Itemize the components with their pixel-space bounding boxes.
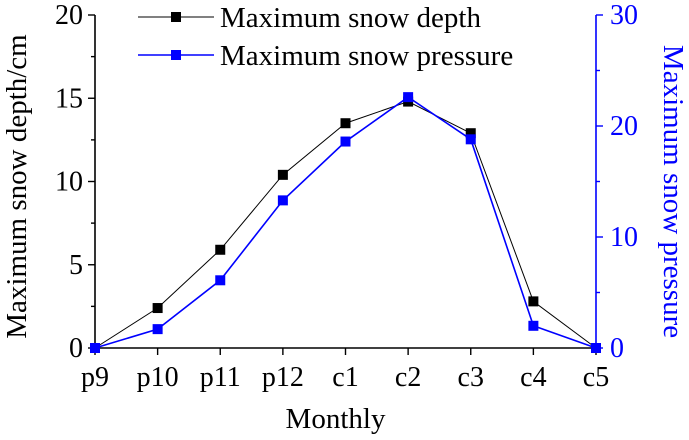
y-tick-label-left-5: 5 — [69, 250, 83, 281]
y-tick-label-left-15: 15 — [55, 83, 83, 114]
x-tick-label-c5: c5 — [583, 362, 609, 393]
x-tick-label-p11: p11 — [200, 362, 241, 393]
series-lines — [94, 96, 597, 349]
y-axis-title-left: Maximum snow depth/cm — [1, 34, 33, 339]
x-tick-label-p10: p10 — [137, 362, 179, 393]
x-axis-title: Monthly — [286, 403, 386, 435]
x-tick-label-c1: c1 — [332, 362, 358, 393]
data-point-snow-pressure-c2 — [403, 92, 414, 103]
data-point-snow-depth-c4 — [528, 296, 539, 307]
x-tick-label-c2: c2 — [395, 362, 421, 393]
x-tick-label-c4: c4 — [520, 362, 546, 393]
x-tick-label-p12: p12 — [262, 362, 304, 393]
x-tick-label-c3: c3 — [458, 362, 484, 393]
data-point-snow-pressure-p12 — [277, 195, 288, 206]
y-tick-label-right-10: 10 — [610, 222, 638, 253]
data-point-snow-pressure-c3 — [465, 134, 476, 145]
data-point-snow-depth-c1 — [340, 118, 351, 129]
legend-marker-snow-depth — [171, 12, 181, 22]
data-point-snow-pressure-p9 — [90, 343, 100, 353]
data-point-snow-pressure-c1 — [340, 136, 351, 147]
data-point-snow-pressure-c5 — [591, 343, 601, 353]
data-point-snow-pressure-c4 — [528, 320, 539, 331]
series-markers — [90, 92, 601, 353]
data-point-snow-depth-p12 — [277, 169, 288, 180]
data-point-snow-depth-c3 — [465, 128, 476, 139]
data-point-snow-depth-p11 — [215, 244, 226, 255]
legend-marker-snow-pressure — [171, 50, 181, 60]
data-point-snow-depth-p10 — [152, 303, 163, 314]
y-tick-label-right-0: 0 — [610, 333, 624, 364]
legend-label-snow-pressure: Maximum snow pressure — [220, 40, 513, 72]
y-tick-label-left-10: 10 — [55, 167, 83, 198]
y-tick-label-right-20: 20 — [610, 111, 638, 142]
y-tick-label-left-0: 0 — [69, 333, 83, 364]
y-tick-label-right-30: 30 — [610, 0, 638, 31]
data-point-snow-pressure-p11 — [215, 275, 226, 286]
series-line-snow-pressure — [94, 96, 597, 349]
x-tick-label-p9: p9 — [81, 362, 109, 393]
y-axis-title-right: Maximum snow pressure — [657, 45, 689, 338]
data-point-snow-pressure-p10 — [152, 324, 163, 335]
legend-label-snow-depth: Maximum snow depth — [220, 2, 481, 34]
legend: Maximum snow depth Maximum snow pressure — [138, 2, 513, 72]
y-tick-label-left-20: 20 — [55, 0, 83, 31]
